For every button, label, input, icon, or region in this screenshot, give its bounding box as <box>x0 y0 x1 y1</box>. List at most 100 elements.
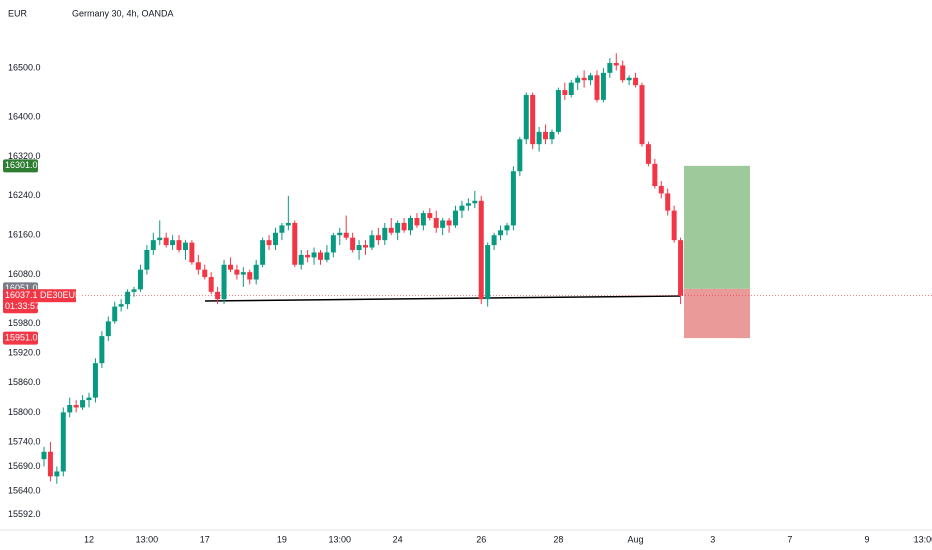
candle-body <box>639 85 645 145</box>
candle-body <box>47 451 53 477</box>
y-tick-label: 15920.0 <box>8 348 41 358</box>
candle-body <box>137 269 143 290</box>
candle-body <box>369 235 375 248</box>
x-tick-label: 13:00 <box>914 534 932 544</box>
candle-body <box>530 94 536 145</box>
symbol-bg <box>38 289 76 303</box>
candle-body <box>388 227 394 233</box>
candle-body <box>613 62 619 66</box>
candle-body <box>272 232 278 246</box>
candle-body <box>536 131 542 145</box>
candle-body <box>189 242 195 263</box>
candle-body <box>562 90 568 95</box>
candle-body <box>182 242 188 250</box>
x-tick-label: 13:00 <box>329 534 352 544</box>
candle-body <box>234 269 240 275</box>
candle-body <box>324 252 330 260</box>
candle-body <box>105 321 111 337</box>
candle-body <box>80 400 86 408</box>
candle-body <box>658 186 664 194</box>
candle-body <box>285 222 291 226</box>
stop-price-label-bg <box>3 331 38 345</box>
candle-body <box>86 397 92 401</box>
candle-body <box>453 210 459 226</box>
candle-body <box>575 77 581 83</box>
candle-body <box>227 264 233 270</box>
y-tick-label: 16320.0 <box>8 151 41 161</box>
x-tick-label: 19 <box>277 534 287 544</box>
candle-body <box>305 254 311 258</box>
target-price-label-bg <box>3 159 38 173</box>
y-tick-label: 16400.0 <box>8 111 41 121</box>
last-price-label: 16037.1 <box>5 290 38 300</box>
candle-body <box>671 210 677 241</box>
candle-body <box>620 65 626 81</box>
candle-body <box>600 72 606 100</box>
candle-body <box>652 163 658 187</box>
candle-body <box>420 213 426 226</box>
candle-body <box>607 62 613 73</box>
candle-body <box>92 363 98 398</box>
candle-body <box>543 131 549 140</box>
candle-body <box>594 75 600 100</box>
candle-body <box>317 252 323 260</box>
x-tick-label: 12 <box>84 534 94 544</box>
y-tick-label: 16500.0 <box>8 62 41 72</box>
countdown-label: 01:33:57 <box>5 301 40 311</box>
candle-body <box>60 412 66 472</box>
candle-body <box>549 131 555 140</box>
y-tick-label: 16160.0 <box>8 230 41 240</box>
x-tick-label: 7 <box>787 534 792 544</box>
loss-zone <box>684 288 750 339</box>
candle-body <box>498 230 504 236</box>
candle-body <box>215 291 221 300</box>
candle-body <box>446 220 452 226</box>
candle-body <box>363 245 368 248</box>
candle-body <box>131 289 137 292</box>
symbol-label: DE30EUR <box>40 290 82 300</box>
entry-price-label: 16051.0 <box>5 283 38 293</box>
x-tick-label: 9 <box>865 534 870 544</box>
candle-body <box>414 218 420 226</box>
candle-body <box>504 225 510 231</box>
candle-body <box>292 222 298 265</box>
candle-body <box>163 237 169 246</box>
candle-body <box>555 90 561 132</box>
candle-body <box>125 291 131 305</box>
stop-price-label: 15951.0 <box>5 332 38 342</box>
candle-body <box>510 171 516 226</box>
candle-body <box>350 237 356 250</box>
candle-body <box>54 471 60 477</box>
candle-body <box>330 235 336 253</box>
y-tick-label: 16240.0 <box>8 190 41 200</box>
candle-body <box>144 249 150 270</box>
candle-body <box>170 240 176 246</box>
candle-body <box>568 82 574 95</box>
x-tick-label: 24 <box>393 534 403 544</box>
candle-body <box>523 94 529 140</box>
candle-body <box>150 240 156 250</box>
candle-body <box>491 235 497 246</box>
chart-title: Germany 30, 4h, OANDA <box>72 8 174 18</box>
x-tick-label: 17 <box>200 534 210 544</box>
target-price-label: 16301.0 <box>5 160 38 170</box>
candle-body <box>337 232 343 236</box>
y-tick-label: 15860.0 <box>8 377 41 387</box>
candle-body <box>465 203 471 206</box>
candle-body <box>401 222 407 231</box>
candle-body <box>202 269 208 278</box>
candle-body <box>375 235 381 241</box>
candle-body <box>472 200 478 204</box>
candle-body <box>73 405 79 408</box>
candle-body <box>157 237 163 241</box>
candle-body <box>266 240 272 246</box>
x-tick-label: 13:00 <box>136 534 159 544</box>
candle-body <box>343 232 349 238</box>
candle-body <box>626 77 632 81</box>
y-tick-label: 15800.0 <box>8 407 41 417</box>
candle-body <box>382 227 388 241</box>
candle-body <box>427 213 433 219</box>
candle-body <box>588 75 594 81</box>
x-tick-label: 3 <box>710 534 715 544</box>
candle-body <box>260 240 266 265</box>
